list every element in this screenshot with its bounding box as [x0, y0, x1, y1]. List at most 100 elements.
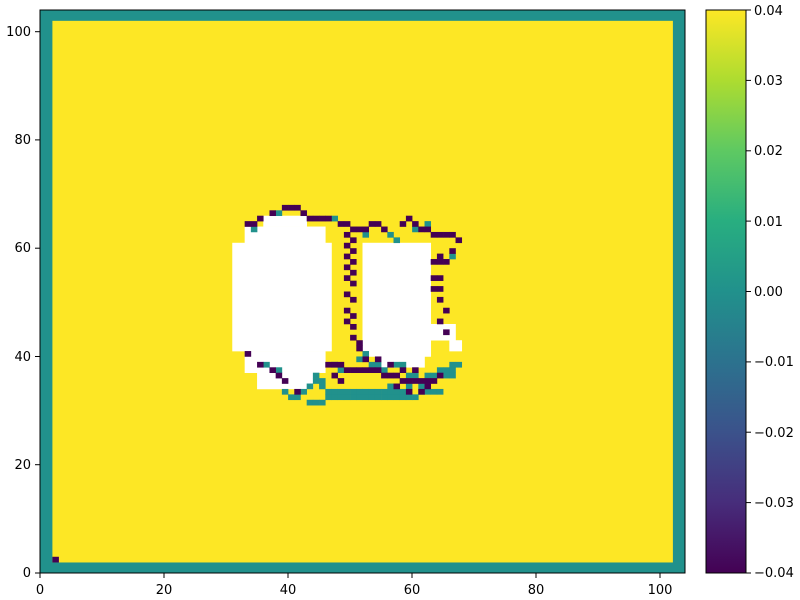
heatmap-cell-low — [319, 215, 326, 222]
heatmap-cell-low — [387, 372, 394, 379]
heatmap-cell-mid — [412, 394, 419, 401]
heatmap-cell-mid — [436, 367, 444, 374]
heatmap-cell-low — [387, 361, 394, 368]
heatmap-cell-mid — [449, 372, 456, 379]
heatmap-cell-mid — [393, 388, 401, 395]
heatmap-cell-mid — [319, 378, 326, 384]
heatmap-cell-low — [449, 248, 456, 254]
heatmap-cell-low — [343, 291, 351, 298]
heatmap-cell-low — [350, 367, 357, 374]
heatmap-cell-low — [436, 296, 444, 303]
heatmap-cell-mid — [387, 388, 394, 395]
heatmap-cell-mid — [288, 394, 295, 401]
y-tick-label: 40 — [14, 350, 31, 365]
heatmap-cell-low — [443, 307, 450, 314]
heatmap-cell-mid — [374, 394, 382, 401]
x-axis: 0 20 40 60 80 100 — [36, 573, 673, 598]
heatmap-cell-mid — [331, 215, 338, 222]
x-tick-label: 0 — [36, 583, 44, 598]
heatmap-cell-mid — [387, 383, 394, 390]
heatmap-cell-mid — [430, 372, 438, 379]
heatmap-cell-low — [331, 361, 338, 368]
heatmap-cell-mid — [449, 367, 456, 374]
heatmap-cell-mid — [399, 394, 407, 401]
heatmap-cell-low — [244, 221, 252, 227]
heatmap-cell-low — [436, 275, 444, 281]
heatmap-cell-low — [356, 345, 363, 352]
heatmap-cell-low — [362, 367, 370, 374]
heatmap-cell-low — [343, 231, 351, 238]
heatmap-cell-low — [424, 378, 432, 384]
heatmap-cell-low — [343, 307, 351, 314]
heatmap-cell-low — [436, 372, 444, 379]
y-axis: 0 20 40 60 80 100 — [6, 25, 40, 581]
heatmap-cell-low — [399, 221, 407, 227]
heatmap-cell-low — [455, 237, 463, 244]
heatmap-cell-mid — [319, 399, 326, 406]
heatmap-cell-low — [381, 226, 388, 233]
heatmap-cell-mid — [368, 361, 376, 368]
heatmap-cell-mid — [275, 367, 283, 374]
heatmap-cell-mid — [319, 383, 326, 390]
heatmap-cell-low — [350, 280, 357, 287]
colorbar-gradient — [705, 9, 747, 574]
heatmap-cell-low — [368, 221, 376, 227]
heatmap-cell-low — [343, 253, 351, 260]
heatmap-cell-mid — [263, 361, 270, 368]
heatmap-cell-low — [257, 361, 264, 368]
heatmap-cell-mid — [368, 394, 376, 401]
heatmap-cell-low — [412, 378, 419, 384]
heatmap-cell-mid — [399, 388, 407, 395]
heatmap-cell-low — [368, 367, 376, 374]
heatmap-cell-mid — [405, 394, 413, 401]
heatmap-cell-low — [412, 367, 419, 374]
heatmap-cell-mid — [374, 361, 382, 368]
heatmap-cell-low — [436, 259, 444, 265]
heatmap-cell-low — [294, 388, 301, 395]
heatmap-cell-low — [399, 378, 407, 384]
heatmap-cell-mid — [449, 253, 456, 260]
heatmap-cell-low — [350, 313, 357, 319]
heatmap-cell-low — [430, 231, 438, 238]
heatmap-cell-low — [449, 231, 456, 238]
heatmap-cell-low — [418, 378, 425, 384]
plot-frame — [39, 9, 686, 574]
heatmap-cell-low — [350, 269, 357, 276]
heatmap-cell-low — [343, 367, 351, 374]
heatmap-cell-low — [343, 275, 351, 281]
heatmap-cell-low — [350, 259, 357, 265]
x-tick-label: 40 — [280, 583, 297, 598]
heatmap-cell-low — [362, 356, 370, 363]
heatmap-cell-mid — [393, 394, 401, 401]
heatmap-cell-mid — [374, 388, 382, 395]
heatmap-cell-mid — [300, 388, 307, 395]
heatmap-cell-low — [269, 367, 276, 374]
heatmap-cell-low — [343, 264, 351, 271]
heatmap-cell-mid — [405, 383, 413, 390]
colorbar-tick-label: −0.03 — [754, 496, 794, 511]
x-tick-label: 100 — [648, 583, 673, 598]
heatmap-cell-mid — [250, 226, 258, 233]
heatmap-cell-low — [424, 226, 432, 233]
heatmap-cell-mid — [343, 388, 351, 395]
y-tick-label: 80 — [14, 133, 31, 148]
x-tick-label: 60 — [404, 583, 421, 598]
x-tick-label: 80 — [528, 583, 545, 598]
heatmap-cell-mid — [399, 361, 407, 368]
heatmap-missing-region — [244, 226, 326, 244]
y-tick-label: 60 — [14, 241, 31, 256]
heatmap-cell-low — [424, 383, 432, 390]
heatmap-cell-low — [343, 221, 351, 227]
y-tick-label: 20 — [14, 458, 31, 473]
heatmap-cell-low — [300, 210, 307, 217]
heatmap-cell-mid — [337, 367, 345, 374]
colorbar: 0.04 0.03 0.02 0.01 0.00 −0.01 −0.02 −0.… — [705, 4, 794, 581]
heatmap-cell-mid — [436, 388, 444, 395]
heatmap-cell-low — [412, 221, 419, 227]
heatmap-cell-low — [337, 221, 345, 227]
heatmap-cell-mid — [294, 394, 301, 401]
heatmap-missing-region — [232, 242, 332, 352]
heatmap-cell-mid — [455, 361, 463, 368]
heatmap-cell-mid — [350, 394, 357, 401]
heatmap-cell-low — [288, 204, 295, 211]
